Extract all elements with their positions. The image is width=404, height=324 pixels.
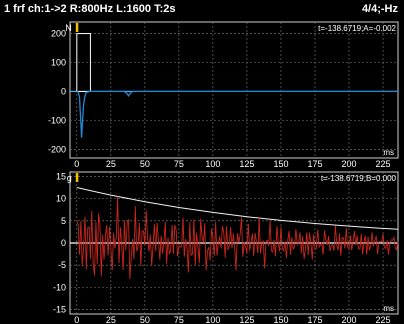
top-force-window-box — [76, 33, 91, 92]
top-y-tick-label: 0 — [61, 86, 66, 96]
top-impulse-trace — [76, 90, 398, 138]
bottom-x-tick-label: 75 — [174, 315, 184, 324]
top-x-tick-label: 50 — [140, 159, 150, 169]
bottom-readout: t=-138.6719;B=0.000 — [321, 174, 397, 183]
bottom-x-tick-label: 175 — [307, 315, 322, 324]
bottom-cursor-label: g — [67, 173, 72, 183]
top-y-tick-label: -200 — [48, 144, 66, 154]
top-cursor-label: N — [65, 23, 72, 33]
bottom-x-tick-label: 25 — [106, 315, 116, 324]
top-x-tick-label: 100 — [205, 159, 220, 169]
bottom-x-axis-unit: ms — [383, 304, 394, 313]
top-y-tick-label: 100 — [51, 58, 66, 68]
bottom-x-tick-label: 50 — [140, 315, 150, 324]
bottom-x-tick-label: 225 — [376, 315, 391, 324]
bottom-y-tick-label: 5 — [61, 216, 66, 226]
measurement-title: 1 frf ch:1->2 R:800Hz L:1600 T:2s — [4, 3, 176, 15]
bottom-response-trace — [76, 196, 399, 280]
bottom-x-tick-label: 200 — [341, 315, 356, 324]
top-y-tick-label: -100 — [48, 115, 66, 125]
bottom-y-tick-label: 0 — [61, 238, 66, 248]
top-x-axis-unit: ms — [383, 148, 394, 157]
top-x-tick-label: 0 — [74, 159, 79, 169]
bottom-y-tick-label: -5 — [58, 260, 66, 270]
bottom-y-tick-label: 15 — [56, 171, 66, 181]
top-x-tick-label: 25 — [106, 159, 116, 169]
top-readout: t=-138.6719;A=-0.002 — [318, 24, 396, 33]
top-x-tick-label: 225 — [376, 159, 391, 169]
bottom-decay-envelope — [76, 187, 399, 230]
bottom-y-tick-label: -15 — [53, 305, 66, 315]
top-cursor-marker — [75, 23, 79, 32]
top-x-tick-label: 75 — [174, 159, 184, 169]
page-indicator: 4/4;-Hz — [361, 3, 398, 15]
top-plot-frame — [69, 21, 399, 159]
top-x-tick-label: 175 — [307, 159, 322, 169]
bottom-y-tick-label: -10 — [53, 282, 66, 292]
top-x-tick-label: 200 — [341, 159, 356, 169]
bottom-x-tick-label: 125 — [239, 315, 254, 324]
decay-response-panel[interactable]: 0 25 50 75 100 125 150 175 200 225151050-5-10-15g… — [53, 171, 399, 324]
top-x-tick-label: 125 — [239, 159, 254, 169]
bottom-x-tick-label: 0 — [74, 315, 79, 324]
top-x-tick-label: 150 — [273, 159, 288, 169]
top-y-tick-label: 200 — [51, 29, 66, 39]
bottom-x-tick-label: 150 — [273, 315, 288, 324]
impulse-response-panel[interactable]: 0 25 50 75 100 125 150 175 200 225 200 100 0 -100 -200… — [48, 21, 399, 169]
bottom-x-tick-label: 100 — [205, 315, 220, 324]
title-bar: 1 frf ch:1->2 R:800Hz L:1600 T:2s 4/4;-H… — [0, 0, 404, 20]
bottom-y-tick-label: 10 — [56, 194, 66, 204]
bottom-cursor-marker — [75, 173, 79, 182]
